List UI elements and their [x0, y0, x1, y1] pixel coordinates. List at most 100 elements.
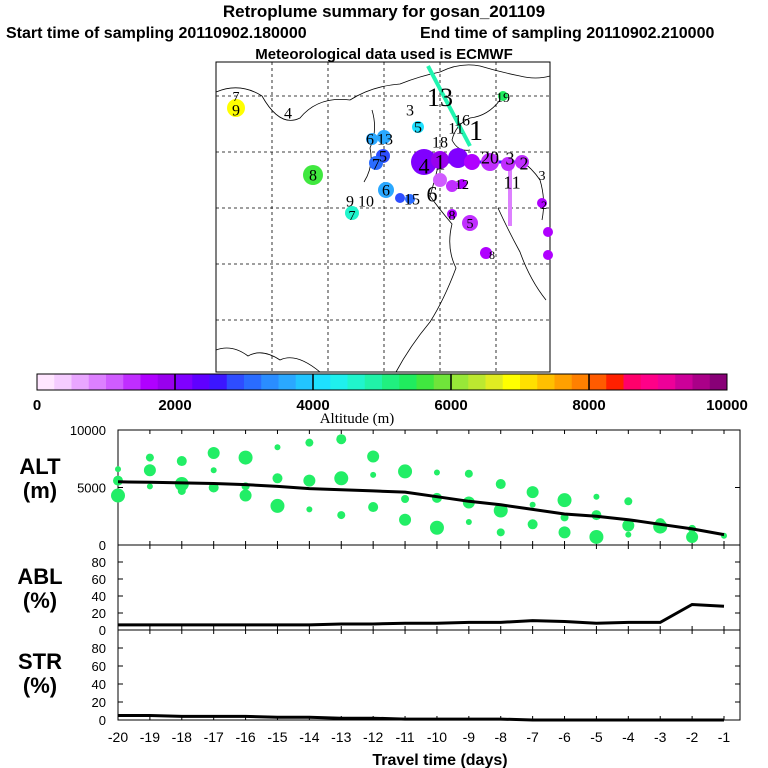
plume-marker [515, 155, 529, 169]
plume-marker [448, 148, 468, 168]
colorbar-swatch [157, 374, 176, 390]
alt-point [493, 503, 508, 518]
str-line [118, 714, 724, 722]
plume-marker [369, 156, 383, 170]
map-plume [227, 65, 553, 260]
x-axis-label: Travel time (days) [372, 752, 507, 768]
alt-point [526, 486, 539, 499]
colorbar-swatch [175, 374, 193, 390]
colorbar-swatch [313, 374, 331, 390]
alt-point [495, 479, 506, 490]
colorbar-swatch [54, 374, 72, 390]
colorbar-swatch [71, 374, 90, 390]
y-tick-label: 40 [92, 589, 106, 604]
panel-frame [117, 544, 741, 631]
alt-point [238, 450, 253, 465]
y-tick-label: 10000 [70, 423, 106, 438]
x-tick-label: -4 [622, 729, 635, 745]
colorbar-swatch [123, 374, 141, 390]
y-tick-label: 20 [92, 695, 106, 710]
alt-point [111, 488, 125, 503]
alt-point [176, 456, 187, 467]
map-label: 10 [358, 194, 374, 211]
colorbar-swatch [554, 374, 573, 390]
plume-marker [543, 227, 553, 237]
x-tick-label: -14 [299, 729, 319, 745]
colorbar-swatch [209, 374, 228, 390]
colorbar-swatch [244, 374, 262, 390]
panel-abl: 0 20 40 60 80 [92, 544, 741, 638]
x-tick-label: -16 [235, 729, 255, 745]
x-tick-label: -12 [363, 729, 383, 745]
map-label: 8 [449, 209, 456, 224]
y-tick-label: 60 [92, 572, 106, 587]
colorbar-tick-label: 10000 [706, 397, 748, 414]
x-tick-label: -7 [526, 729, 539, 745]
colorbar-swatch [640, 374, 659, 390]
plume-marker [412, 121, 424, 133]
map-label: 4 [419, 154, 430, 179]
plume-marker [481, 153, 499, 171]
map-coastlines [215, 64, 551, 373]
map-label: 13 [427, 83, 453, 112]
colorbar-swatch [433, 374, 452, 390]
map-label: 1 [435, 150, 446, 175]
x-tick-label: -18 [172, 729, 192, 745]
map-label: 16 [454, 113, 470, 130]
plume-marker [543, 250, 553, 260]
x-tick-label: -1 [718, 729, 731, 745]
plume-marker [433, 173, 447, 187]
colorbar-swatch [416, 374, 435, 390]
x-tick-label: -8 [495, 729, 508, 745]
map-label: 15 [404, 192, 420, 209]
map-label: 18 [432, 135, 448, 152]
map-label: 2 [541, 198, 547, 212]
plume-marker [227, 99, 245, 117]
map-label: 1 [469, 116, 483, 147]
alt-point [336, 434, 347, 445]
map-label: 12 [455, 178, 469, 193]
colorbar-swatch [295, 374, 314, 390]
colorbar-swatch [658, 374, 676, 390]
map-label: 7 [372, 157, 380, 174]
x-tick-label: -20 [108, 729, 128, 745]
colorbar-swatch [692, 374, 711, 390]
y-tick-label: 20 [92, 606, 106, 621]
alt-median-line [117, 480, 725, 537]
y-tick-label: 60 [92, 659, 106, 674]
x-tick-label: -3 [654, 729, 667, 745]
map-label: 11 [503, 172, 520, 192]
colorbar-swatch [606, 374, 624, 390]
colorbar: 0 2000 4000 6000 8000 10000 [33, 373, 748, 414]
colorbar-swatch [623, 374, 642, 390]
chart-title: Retroplume summary for gosan_201109 [222, 2, 546, 21]
map-label: 3 [506, 148, 515, 168]
alt-point [210, 467, 217, 474]
alt-point [433, 469, 440, 476]
map-label: 3 [406, 103, 414, 120]
colorbar-swatch [140, 374, 159, 390]
colorbar-tick-label: 6000 [434, 397, 467, 414]
alt-point [401, 495, 410, 503]
map-label: 8 [489, 248, 495, 262]
colorbar-swatch [589, 374, 607, 390]
map-label: 13 [377, 132, 393, 149]
colorbar-frame [36, 373, 728, 391]
map-label: 20 [481, 147, 499, 167]
colorbar-swatch [709, 374, 728, 390]
plume-marker [462, 215, 478, 231]
map-label: 8 [309, 168, 317, 185]
colorbar-swatch [571, 374, 590, 390]
alt-point [622, 519, 635, 532]
plume-marker [537, 198, 547, 208]
plume-marker [411, 149, 437, 175]
colorbar-tick-label: 2000 [158, 397, 191, 414]
x-tick-label: -11 [395, 729, 414, 745]
alt-point [529, 501, 536, 508]
alt-point [239, 489, 252, 502]
str-panel-label: STR (%) [18, 649, 62, 698]
alt-point [496, 528, 505, 537]
alt-point [145, 453, 154, 462]
